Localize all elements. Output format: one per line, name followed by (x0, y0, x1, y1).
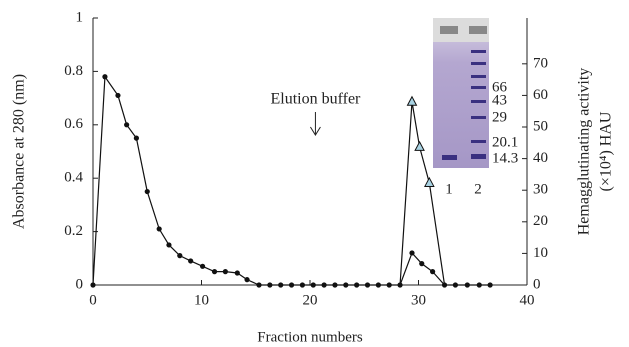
y-tick-label: 0 (76, 276, 84, 292)
data-point (332, 282, 337, 287)
y2-tick-label: 20 (533, 213, 548, 229)
data-point (322, 282, 327, 287)
y2-axis-label: (×10⁴) HAU (598, 111, 615, 191)
data-point (200, 264, 205, 269)
x-tick-label: 20 (303, 292, 318, 308)
data-point (134, 136, 139, 141)
data-point (223, 269, 228, 274)
y2-tick-label: 60 (533, 87, 548, 103)
x-axis-label: Fraction numbers (257, 329, 363, 345)
data-point (145, 189, 150, 194)
y-tick-label: 0.8 (64, 63, 83, 79)
data-point (115, 93, 120, 98)
data-point (415, 142, 424, 151)
data-point (425, 178, 434, 187)
data-point (267, 282, 272, 287)
data-point (407, 97, 416, 106)
data-point (465, 282, 470, 287)
y2-tick-label: 10 (533, 245, 548, 261)
data-point (177, 253, 182, 258)
x-tick-label: 10 (194, 292, 209, 308)
y-tick-label: 1 (76, 9, 84, 25)
data-point (124, 122, 129, 127)
y2-tick-label: 40 (533, 150, 548, 166)
data-point (354, 282, 359, 287)
data-point (488, 282, 493, 287)
data-point (311, 282, 316, 287)
data-point (453, 282, 458, 287)
data-point (419, 261, 424, 266)
y2-tick-label: 30 (533, 182, 548, 198)
data-point (157, 226, 162, 231)
data-point (244, 277, 249, 282)
y-axis-label: Absorbance at 280 (nm) (11, 74, 28, 229)
y2-tick-label: 70 (533, 55, 548, 71)
data-point (102, 74, 107, 79)
gel-lane-label: 1 (445, 181, 453, 197)
gel-lane-label: 2 (474, 181, 482, 197)
x-tick-label: 30 (411, 292, 426, 308)
data-point (387, 282, 392, 287)
y-tick-label: 0.6 (64, 116, 83, 132)
gel-inset (433, 18, 489, 168)
data-point (343, 282, 348, 287)
data-point (289, 282, 294, 287)
y-tick-label: 0.2 (64, 223, 83, 239)
data-point (90, 282, 95, 287)
data-point (235, 270, 240, 275)
data-point (278, 282, 283, 287)
x-tick-label: 0 (89, 292, 97, 308)
data-point (256, 282, 261, 287)
data-point (430, 269, 435, 274)
x-tick-label: 40 (520, 292, 535, 308)
y2-tick-label: 0 (533, 276, 541, 292)
chart: 00.20.40.60.81010203040506070010203040Fr… (0, 0, 629, 347)
data-point (166, 242, 171, 247)
y2-axis-label: Hemagglutinating activity (576, 68, 593, 236)
gel-marker-label: 43 (492, 92, 507, 108)
gel-marker-label: 14.3 (492, 150, 518, 166)
data-point (300, 282, 305, 287)
data-point (212, 269, 217, 274)
data-point (365, 282, 370, 287)
data-point (477, 282, 482, 287)
y2-tick-label: 50 (533, 118, 548, 134)
y-tick-label: 0.4 (64, 170, 83, 186)
data-point (188, 258, 193, 263)
gel-marker-label: 29 (492, 109, 507, 125)
data-point (409, 250, 414, 255)
annotation: Elution buffer (270, 91, 361, 108)
data-point (376, 282, 381, 287)
gel-marker-label: 20.1 (492, 134, 518, 150)
